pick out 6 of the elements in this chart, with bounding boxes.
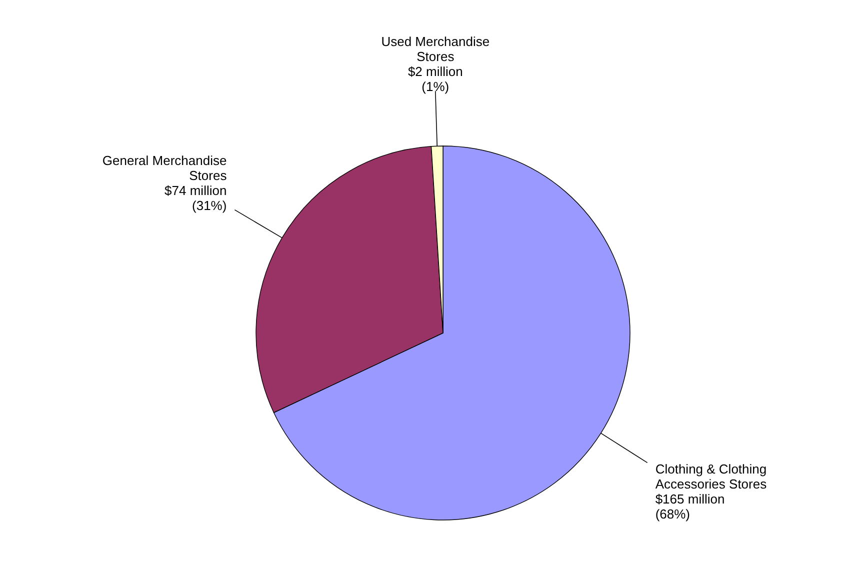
data-label: $2 million (1%) xyxy=(408,64,463,94)
slice-label: Used Merchandise Stores xyxy=(381,34,490,64)
data-label: $74 million (31%) xyxy=(164,182,227,213)
slice-label: Clothing & Clothing Accessories Stores xyxy=(655,462,768,492)
data-label: $165 million (68%) xyxy=(655,492,725,522)
slice-label: General Merchandise Stores xyxy=(102,152,228,183)
